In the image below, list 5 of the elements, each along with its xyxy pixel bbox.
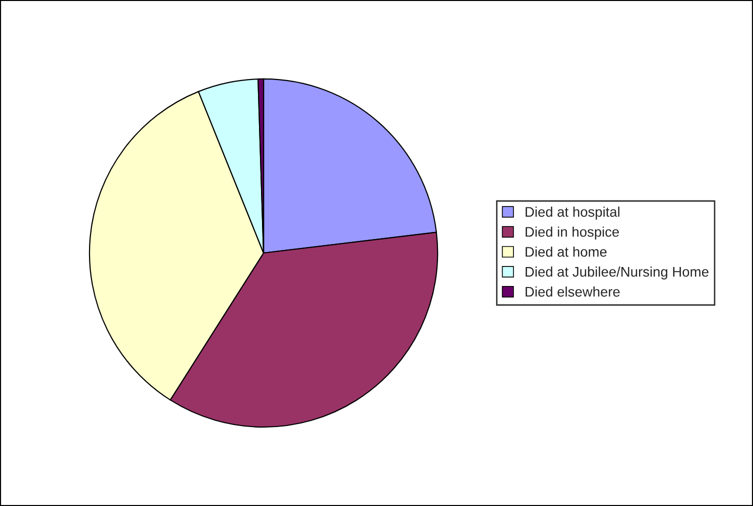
legend-label: Died at hospital <box>526 206 620 220</box>
legend-label: Died at home <box>526 246 607 257</box>
legend-label: Died elsewhere <box>526 286 620 297</box>
legend-label: Died at Jubilee/Nursing Home <box>526 266 708 280</box>
legend-label: Died in hospice <box>526 226 619 240</box>
